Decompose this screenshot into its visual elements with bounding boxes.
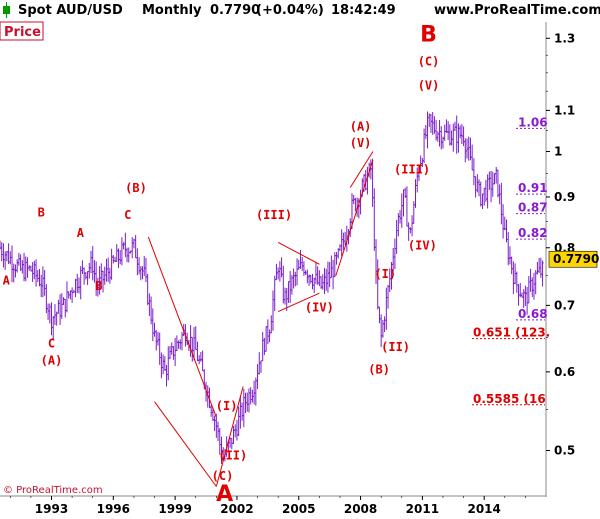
wave-label: A [216, 482, 233, 507]
wave-label: (A) [41, 354, 63, 368]
current-price-box [548, 250, 598, 268]
panel-label: Price [0, 21, 44, 41]
fib-level-label: 0.87 [518, 201, 548, 215]
chart-title-bar: Spot AUD/USD Monthly 0.7790 (+0.04%) 18:… [0, 0, 600, 22]
trend-line [335, 160, 374, 276]
x-tick-label: 2002 [220, 502, 253, 516]
x-tick-label: 2008 [344, 502, 377, 516]
wave-label: B [95, 279, 102, 293]
y-tick-label: 1.3 [554, 31, 575, 45]
price-bars [0, 111, 544, 464]
current-price-marker: 0.7790 [548, 250, 599, 268]
trend-line [349, 151, 374, 188]
wave-label: B [420, 23, 437, 48]
wave-label: B [38, 206, 45, 220]
wave-label: (III) [256, 208, 292, 222]
fib-level-label: 0.91 [518, 181, 548, 195]
wave-label: A [77, 226, 85, 240]
fib-target-label: 0.651 (123. [473, 326, 550, 340]
clock-time: 18:42:49 [331, 3, 396, 18]
trend-line [277, 292, 320, 313]
trend-line [277, 241, 320, 265]
wave-label: (C) [418, 55, 440, 69]
y-tick-label: 0.6 [554, 365, 575, 379]
fib-target-label: 0.5585 (16 [473, 392, 546, 406]
wave-label: (I) [374, 267, 396, 281]
fib-levels: 1.06 0.91 0.87 0.82 0.68 0.651 (123. 0.5585 (1… [472, 115, 550, 406]
x-tick-label: 1999 [158, 502, 191, 516]
fib-level-label: 0.82 [518, 226, 548, 240]
wave-label: C [124, 208, 131, 222]
wave-label: (IV) [408, 238, 437, 252]
y-tick-label: 0.9 [554, 190, 575, 204]
last-price: 0.7790 [210, 3, 261, 18]
x-tick-label: 2011 [406, 502, 439, 516]
x-tick-label: 1993 [35, 502, 68, 516]
wave-label: (I) [216, 399, 238, 413]
fib-level-label: 1.06 [518, 115, 548, 129]
x-tick-label: 2005 [282, 502, 315, 516]
time-axis: 1993 1996 1999 2002 2005 2008 2011 2014 [10, 496, 526, 516]
trend-line [215, 386, 244, 487]
y-tick-label: 0.7 [554, 298, 575, 312]
trend-line [147, 236, 217, 418]
trend-line [154, 401, 217, 487]
y-tick-label: 1 [554, 144, 562, 158]
wave-label: (IV) [305, 301, 334, 315]
panel-label-box [0, 21, 44, 41]
price-change: (+0.04%) [256, 3, 324, 18]
trend-lines [147, 151, 374, 487]
wave-label: (II) [218, 448, 247, 462]
x-tick-label: 1996 [97, 502, 130, 516]
wave-label: (B) [125, 181, 147, 195]
wave-label: (V) [418, 78, 440, 92]
x-tick-label: 2014 [467, 502, 500, 516]
wave-labels: A B C (A) A B C (B) (C) (II) (I) (III) (IV) (A) (V) (B)… [3, 23, 440, 507]
source-credit: © ProRealTime.com [3, 485, 103, 496]
wave-label: (II) [381, 340, 410, 354]
wave-label: (A) [350, 119, 372, 133]
fib-level-label: 0.68 [518, 307, 548, 321]
wave-label: (III) [394, 163, 430, 177]
current-price-label: 0.7790 [553, 252, 599, 266]
wave-label: (V) [350, 136, 372, 150]
wave-label: (B) [368, 362, 390, 376]
candle-icon [2, 2, 11, 22]
wave-label: C [48, 336, 55, 350]
y-tick-label: 0.5 [554, 444, 575, 458]
instrument-name: Spot AUD/USD [18, 3, 123, 18]
wave-label: (C) [212, 469, 234, 483]
timeframe-label: Monthly [142, 3, 202, 18]
panel-label-text: Price [4, 25, 41, 40]
site-url[interactable]: www.ProRealTime.com [434, 3, 600, 18]
y-tick-label: 1.1 [554, 103, 575, 117]
wave-label: A [3, 273, 11, 287]
